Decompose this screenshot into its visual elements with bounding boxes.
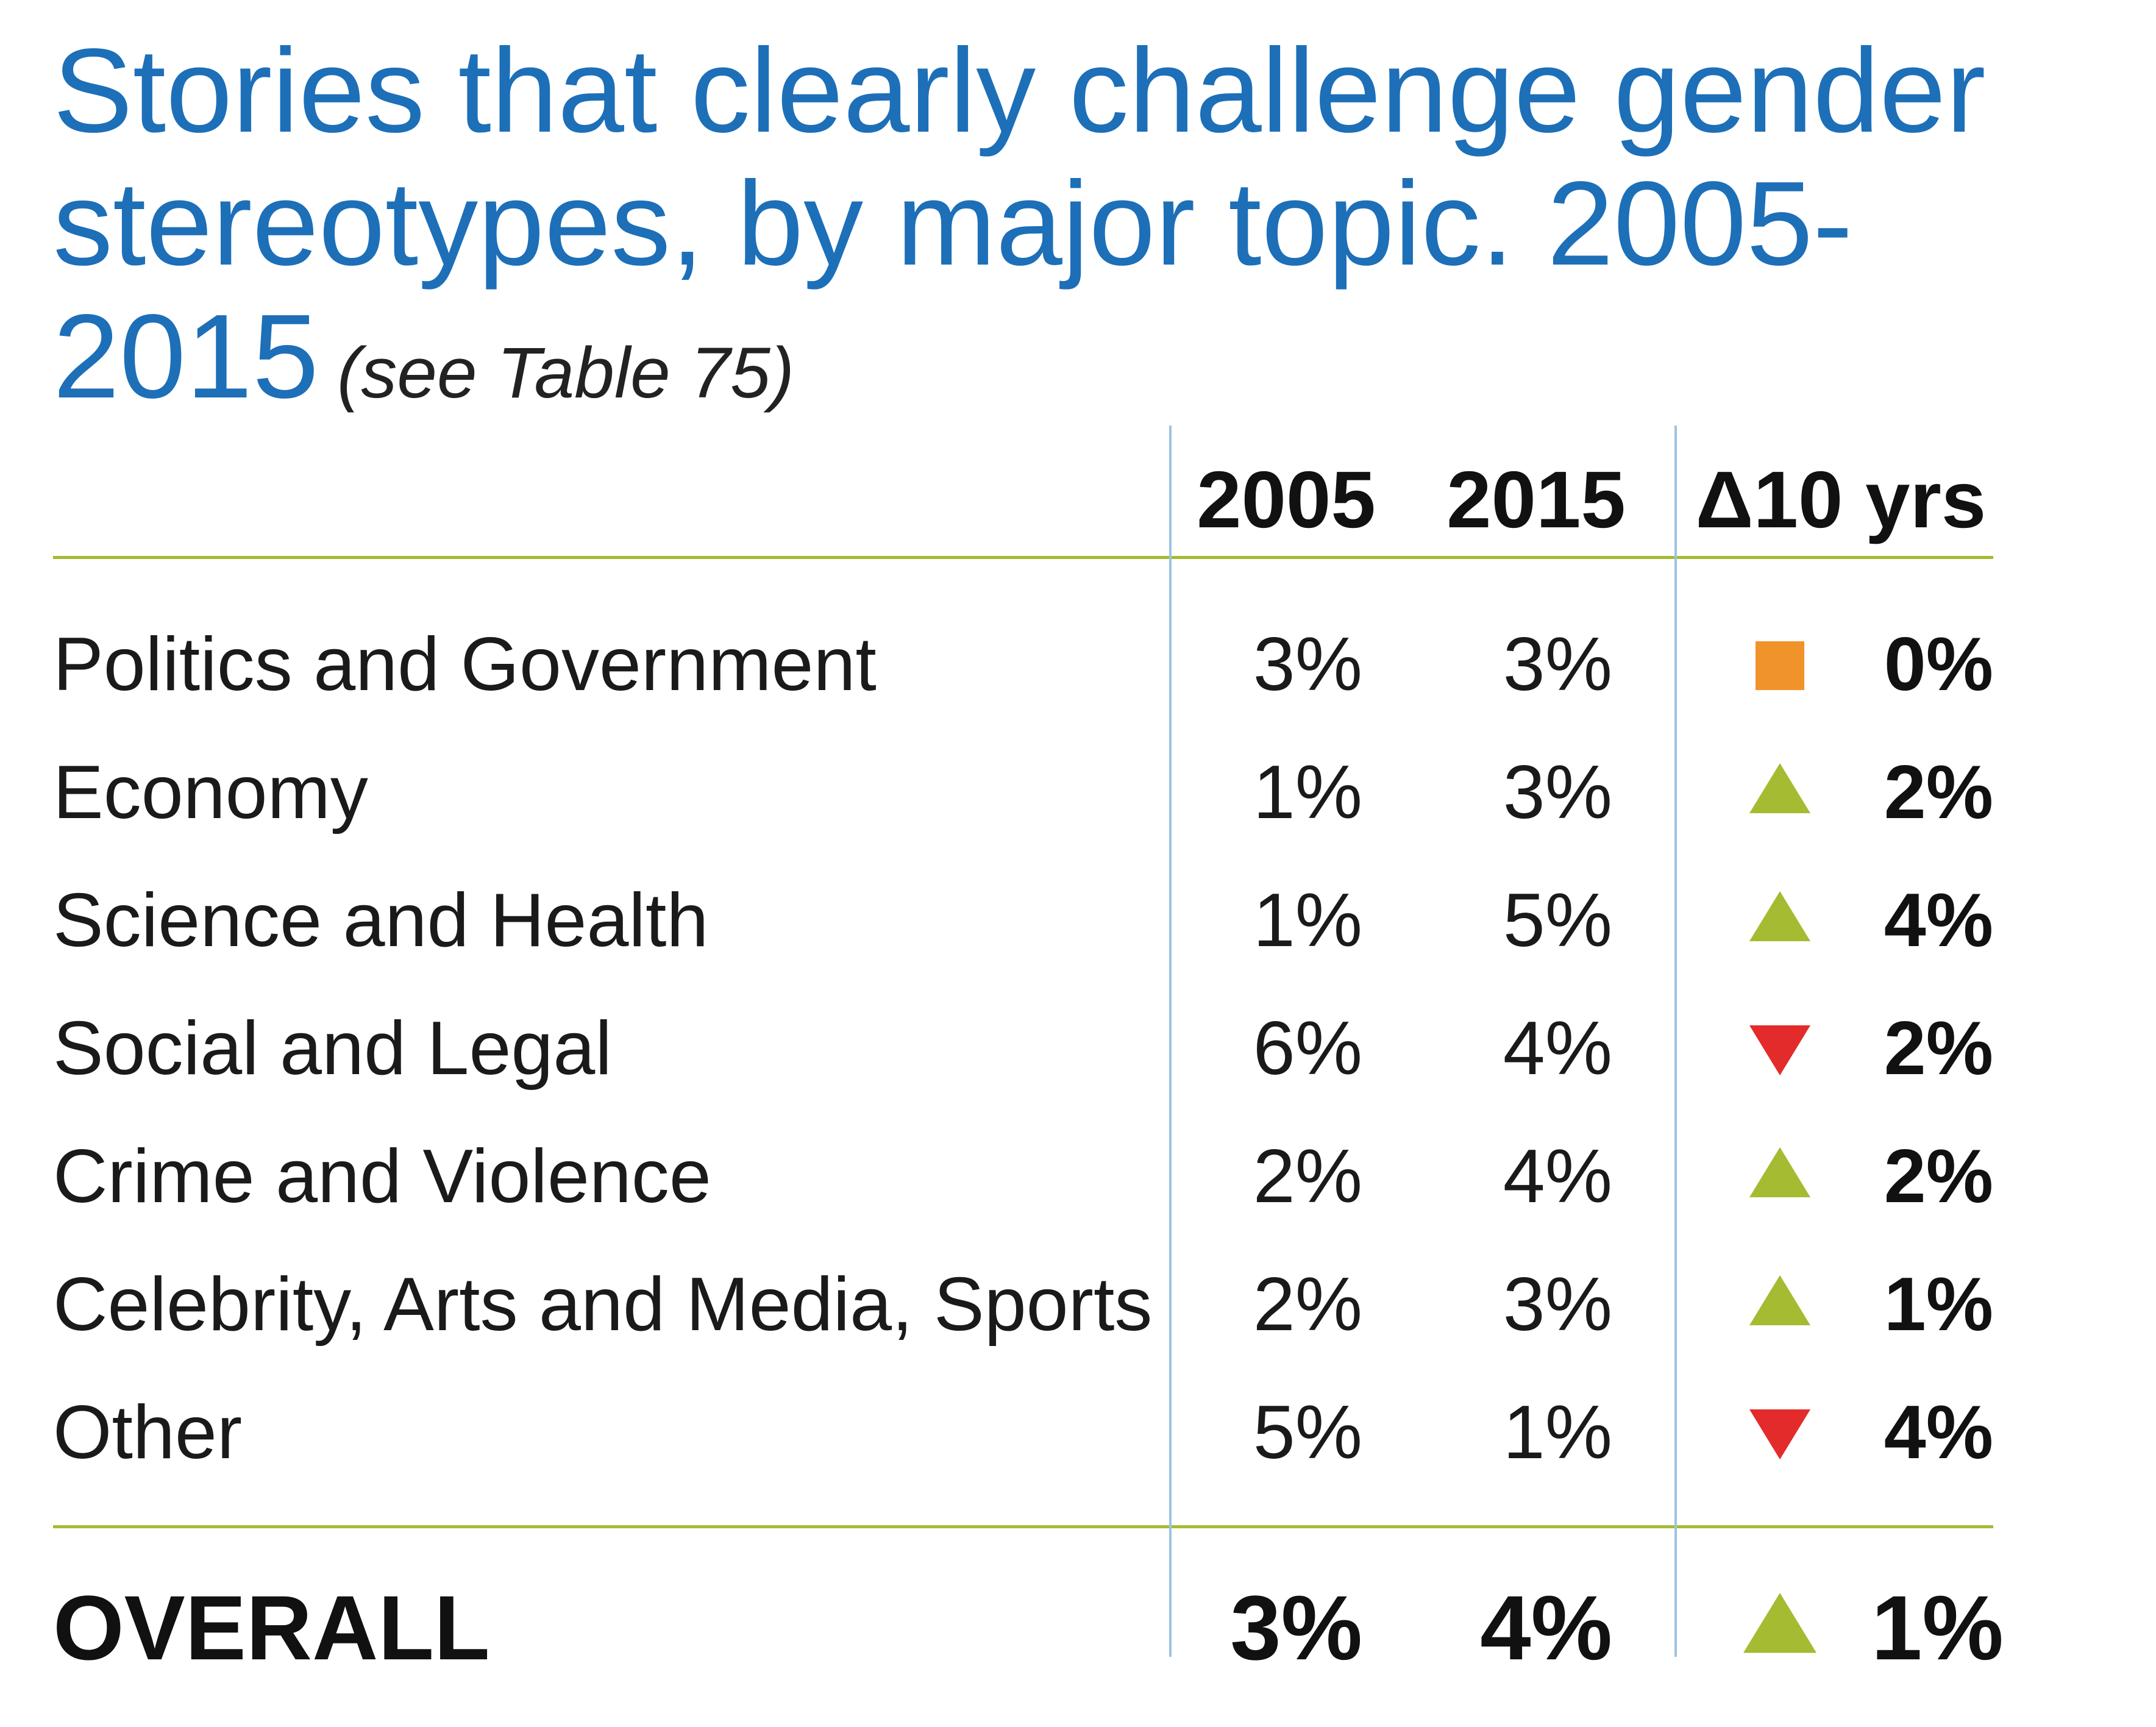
col-header-2015: 2015	[1446, 455, 1626, 544]
increase-triangle-icon	[1749, 891, 1810, 941]
row-topic-label: Science and Health	[53, 878, 709, 963]
value-2015: 3%	[1503, 750, 1612, 835]
value-2005: 2%	[1253, 1262, 1362, 1347]
decrease-triangle-icon	[1749, 1409, 1810, 1459]
col-header-2005: 2005	[1197, 455, 1376, 544]
delta-value: 0%	[1884, 622, 1993, 707]
chart-title-main: Stories that clearly challenge gender st…	[53, 24, 1986, 423]
value-2005: 5%	[1253, 1391, 1362, 1475]
increase-triangle-icon	[1749, 1275, 1810, 1325]
row-topic-label: Politics and Government	[53, 622, 877, 707]
overall-rule	[53, 1525, 1993, 1528]
chart-title-note: (see Table 75)	[337, 333, 795, 413]
overall-label: OVERALL	[53, 1576, 490, 1679]
row-topic-label: Celebrity, Arts and Media, Sports	[53, 1262, 1153, 1347]
decrease-triangle-icon	[1749, 1025, 1810, 1075]
value-2015: 4%	[1503, 1134, 1612, 1219]
no-change-square-icon	[1756, 641, 1804, 690]
value-2015: 3%	[1503, 1262, 1612, 1347]
value-2005: 3%	[1253, 622, 1362, 707]
value-2015: 5%	[1503, 878, 1612, 963]
column-divider-right	[1674, 426, 1677, 1657]
value-2015: 3%	[1503, 622, 1612, 707]
value-2005: 2%	[1253, 1134, 1362, 1219]
increase-triangle-icon	[1749, 763, 1810, 813]
chart-title: Stories that clearly challenge gender st…	[53, 24, 2065, 440]
row-topic-label: Economy	[53, 750, 368, 835]
column-divider-left	[1169, 426, 1172, 1657]
overall-delta-value: 1%	[1871, 1576, 2004, 1679]
delta-value: 2%	[1884, 750, 1993, 835]
delta-value: 2%	[1884, 1006, 1993, 1091]
delta-value: 4%	[1884, 878, 1993, 963]
delta-value: 2%	[1884, 1134, 1993, 1219]
increase-triangle-icon	[1749, 1147, 1810, 1197]
overall-value-2005: 3%	[1230, 1576, 1362, 1679]
col-header-delta: Δ10 yrs	[1695, 455, 1987, 544]
value-2015: 1%	[1503, 1391, 1612, 1475]
value-2015: 4%	[1503, 1006, 1612, 1091]
value-2005: 6%	[1253, 1006, 1362, 1091]
value-2005: 1%	[1253, 750, 1362, 835]
row-topic-label: Other	[53, 1391, 243, 1475]
increase-triangle-icon	[1743, 1593, 1816, 1653]
header-rule	[53, 556, 1993, 559]
row-topic-label: Social and Legal	[53, 1006, 612, 1091]
delta-value: 4%	[1884, 1391, 1993, 1475]
row-topic-label: Crime and Violence	[53, 1134, 711, 1219]
overall-value-2015: 4%	[1480, 1576, 1612, 1679]
delta-value: 1%	[1884, 1262, 1993, 1347]
value-2005: 1%	[1253, 878, 1362, 963]
